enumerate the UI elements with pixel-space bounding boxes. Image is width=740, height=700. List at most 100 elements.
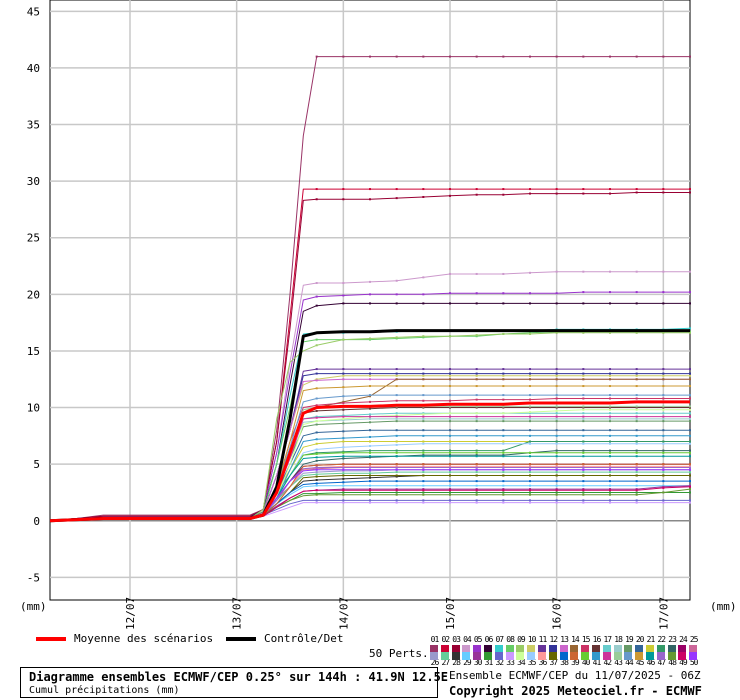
series-point <box>689 501 691 504</box>
series-point <box>635 408 638 411</box>
series-point <box>609 408 611 411</box>
series-point <box>609 499 611 502</box>
member-number: 32 <box>495 658 504 667</box>
series-point <box>422 449 425 452</box>
series-point <box>422 484 425 487</box>
series-point <box>369 449 371 452</box>
series-point <box>609 331 611 334</box>
series-point <box>395 488 398 491</box>
series-point <box>502 449 505 452</box>
series-point <box>449 302 451 305</box>
series-point <box>555 405 558 408</box>
series-point <box>689 188 691 191</box>
series-point <box>369 293 371 296</box>
series-point <box>369 188 371 191</box>
series-point <box>422 55 425 58</box>
series-point <box>369 400 371 403</box>
member-swatch <box>678 645 687 653</box>
member-swatch <box>667 652 676 660</box>
series-point <box>502 412 505 415</box>
series-point <box>502 451 505 454</box>
series-point <box>422 368 425 371</box>
series-point <box>422 488 425 491</box>
series-point <box>369 417 371 420</box>
series-point <box>529 385 531 388</box>
series-point <box>422 468 425 471</box>
series-point <box>475 465 478 468</box>
series-point <box>635 499 638 502</box>
series-point <box>395 412 398 415</box>
y-tick-label: 30 <box>27 175 40 188</box>
series-point <box>315 489 318 492</box>
series-point <box>475 398 478 401</box>
series-point <box>449 501 451 504</box>
member-number: 34 <box>517 658 526 667</box>
series-point <box>395 475 398 478</box>
series-point <box>662 385 665 388</box>
series-point <box>689 327 691 330</box>
series-point <box>369 435 371 438</box>
series-point <box>369 280 371 283</box>
member-number: 41 <box>592 658 602 667</box>
series-point <box>662 270 665 273</box>
series-point <box>422 466 425 469</box>
member-swatch <box>505 645 514 653</box>
series-point <box>315 473 318 476</box>
series-point <box>582 489 585 492</box>
series-point <box>369 413 371 416</box>
series-point <box>342 302 345 305</box>
series-point <box>635 417 638 420</box>
series-point <box>689 417 691 420</box>
series-point <box>342 465 345 468</box>
series-point <box>422 336 425 339</box>
series-point <box>449 455 451 458</box>
member-swatch <box>592 645 600 653</box>
series-point <box>609 491 611 494</box>
series-point <box>555 55 558 58</box>
series-point <box>475 292 478 295</box>
series-point <box>635 465 638 468</box>
series-point <box>529 332 531 335</box>
series-point <box>502 468 505 471</box>
series-point <box>395 368 398 371</box>
member-swatch <box>646 652 654 660</box>
series-point <box>635 55 638 58</box>
series-point <box>315 188 318 191</box>
series-point <box>529 493 531 496</box>
series-point <box>502 372 505 375</box>
series-point <box>529 488 531 491</box>
series-point <box>502 471 505 474</box>
series-point <box>582 372 585 375</box>
series-point <box>395 415 398 418</box>
series-point <box>582 466 585 469</box>
series-point <box>582 397 585 400</box>
series-line-moyenne-des-sc-narios <box>49 400 690 523</box>
series-point <box>609 480 611 483</box>
series-point <box>609 192 611 195</box>
series-point <box>689 480 691 483</box>
series-point <box>529 192 531 195</box>
series-point <box>635 406 638 409</box>
series-point <box>662 449 665 452</box>
series-point <box>555 466 558 469</box>
series-point <box>315 448 318 451</box>
series-point <box>422 454 425 457</box>
series-point <box>342 408 345 411</box>
series-point <box>635 471 638 474</box>
series-point <box>395 279 398 282</box>
y-axis-ticks: -5 0 5 10 15 20 25 30 35 40 45 <box>27 5 40 584</box>
series-point <box>422 501 425 504</box>
series-point <box>635 378 638 381</box>
series-point <box>662 440 665 443</box>
series-point <box>609 412 611 415</box>
series-point <box>529 398 531 401</box>
series-point <box>662 55 665 58</box>
x-tick-label: 15/07 <box>444 597 457 630</box>
series-point <box>555 372 558 375</box>
legend-control-label: Contrôle/Det <box>264 632 344 645</box>
series-point <box>689 378 691 381</box>
series-point <box>662 394 665 397</box>
series-point <box>342 282 345 285</box>
series-point <box>529 417 531 420</box>
series-point <box>342 463 345 466</box>
